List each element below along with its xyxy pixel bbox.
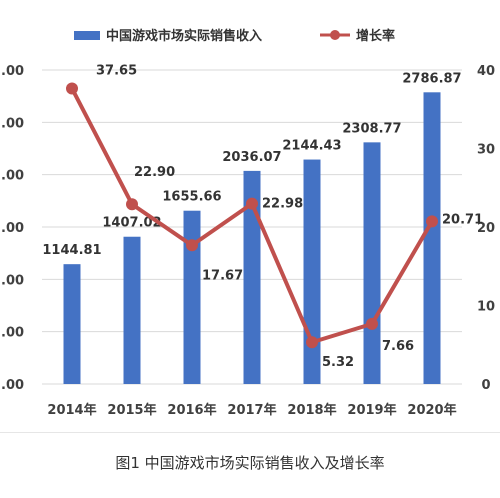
growth-rate-point: [426, 215, 438, 228]
bar: [303, 159, 321, 384]
legend-line-marker: [330, 30, 340, 40]
growth-rate-point: [246, 197, 258, 210]
growth-rate-point: [186, 239, 198, 252]
growth-rate-point: [66, 82, 78, 95]
caption-divider: [0, 432, 500, 433]
bar-value-label: 1655.66: [162, 190, 221, 205]
growth-rate-point: [366, 317, 378, 330]
y-left-tick-label: .00: [1, 221, 24, 236]
growth-rate-value-label: 20.71: [442, 212, 483, 227]
growth-rate-value-label: 22.98: [262, 197, 303, 212]
y-right-tick-label: 10: [477, 300, 495, 315]
y-left-tick-label: .00: [1, 326, 24, 341]
bar-value-label: 2786.87: [402, 71, 461, 86]
bar-value-label: 2308.77: [342, 121, 401, 136]
x-tick-label: 2014年: [47, 402, 96, 418]
bar-value-label: 1144.81: [42, 243, 101, 258]
bar: [123, 236, 141, 384]
legend-bar-label: 中国游戏市场实际销售收入: [106, 28, 262, 44]
figure-caption: 图1 中国游戏市场实际销售收入及增长率: [115, 454, 385, 472]
x-tick-label: 2016年: [167, 402, 216, 418]
legend-line-label: 增长率: [356, 28, 395, 44]
x-tick-label: 2015年: [107, 402, 156, 418]
bar: [423, 92, 441, 384]
y-right-tick-label: 0: [481, 378, 490, 393]
bar: [363, 142, 381, 384]
y-left-tick-label: .00: [1, 273, 24, 288]
bar-value-label: 1407.02: [102, 216, 161, 231]
y-left-tick-label: .00: [1, 169, 24, 184]
legend-bar-swatch: [74, 31, 100, 40]
growth-rate-point: [126, 198, 138, 211]
x-tick-label: 2019年: [347, 402, 396, 418]
y-left-tick-label: .00: [1, 378, 24, 393]
bar-value-label: 2036.07: [222, 150, 281, 165]
growth-rate-value-label: 37.65: [96, 63, 137, 78]
growth-rate-value-label: 5.32: [322, 355, 354, 370]
y-right-tick-label: 40: [477, 64, 495, 79]
growth-rate-value-label: 17.67: [202, 268, 243, 283]
x-tick-label: 2017年: [227, 402, 276, 418]
bar: [243, 170, 261, 384]
bar: [183, 210, 201, 384]
bar: [63, 264, 81, 384]
growth-rate-value-label: 7.66: [382, 339, 414, 354]
growth-rate-point: [306, 336, 318, 349]
y-left-tick-label: .00: [1, 116, 24, 131]
x-tick-label: 2018年: [287, 402, 336, 418]
x-tick-label: 2020年: [407, 402, 456, 418]
y-left-tick-label: .00: [1, 64, 24, 79]
y-right-tick-label: 20: [477, 221, 495, 236]
growth-rate-value-label: 22.90: [134, 165, 175, 180]
y-right-tick-label: 30: [477, 143, 495, 158]
bar-value-label: 2144.43: [282, 139, 341, 154]
